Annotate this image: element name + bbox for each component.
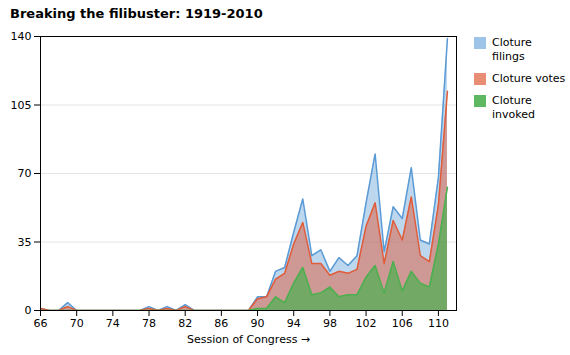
svg-text:66: 66 — [34, 317, 48, 330]
svg-text:140: 140 — [11, 30, 32, 43]
svg-text:86: 86 — [214, 317, 228, 330]
html-text:Cloture filings: Cloture filings — [492, 36, 532, 63]
svg-text:70: 70 — [18, 167, 32, 180]
svg-text:90: 90 — [251, 317, 265, 330]
svg-text:Session of Congress →: Session of Congress → — [187, 333, 310, 346]
svg-text:78: 78 — [142, 317, 156, 330]
svg-text:110: 110 — [428, 317, 449, 330]
svg-text:70: 70 — [70, 317, 84, 330]
svg-text:94: 94 — [287, 317, 301, 330]
svg-text:98: 98 — [323, 317, 337, 330]
html-text:Breaking the filibuster: 1919-: Breaking the filibuster: 1919-2010 — [10, 6, 263, 21]
svg-text:105: 105 — [11, 99, 32, 112]
svg-text:35: 35 — [18, 236, 32, 249]
svg-text:106: 106 — [392, 317, 413, 330]
svg-text:82: 82 — [178, 317, 192, 330]
html-text:Cloture votes: Cloture votes — [492, 72, 566, 85]
html-text:Cloture invoked: Cloture invoked — [492, 94, 535, 121]
svg-text:74: 74 — [106, 317, 120, 330]
svg-text:102: 102 — [356, 317, 377, 330]
svg-text:0: 0 — [25, 304, 32, 317]
